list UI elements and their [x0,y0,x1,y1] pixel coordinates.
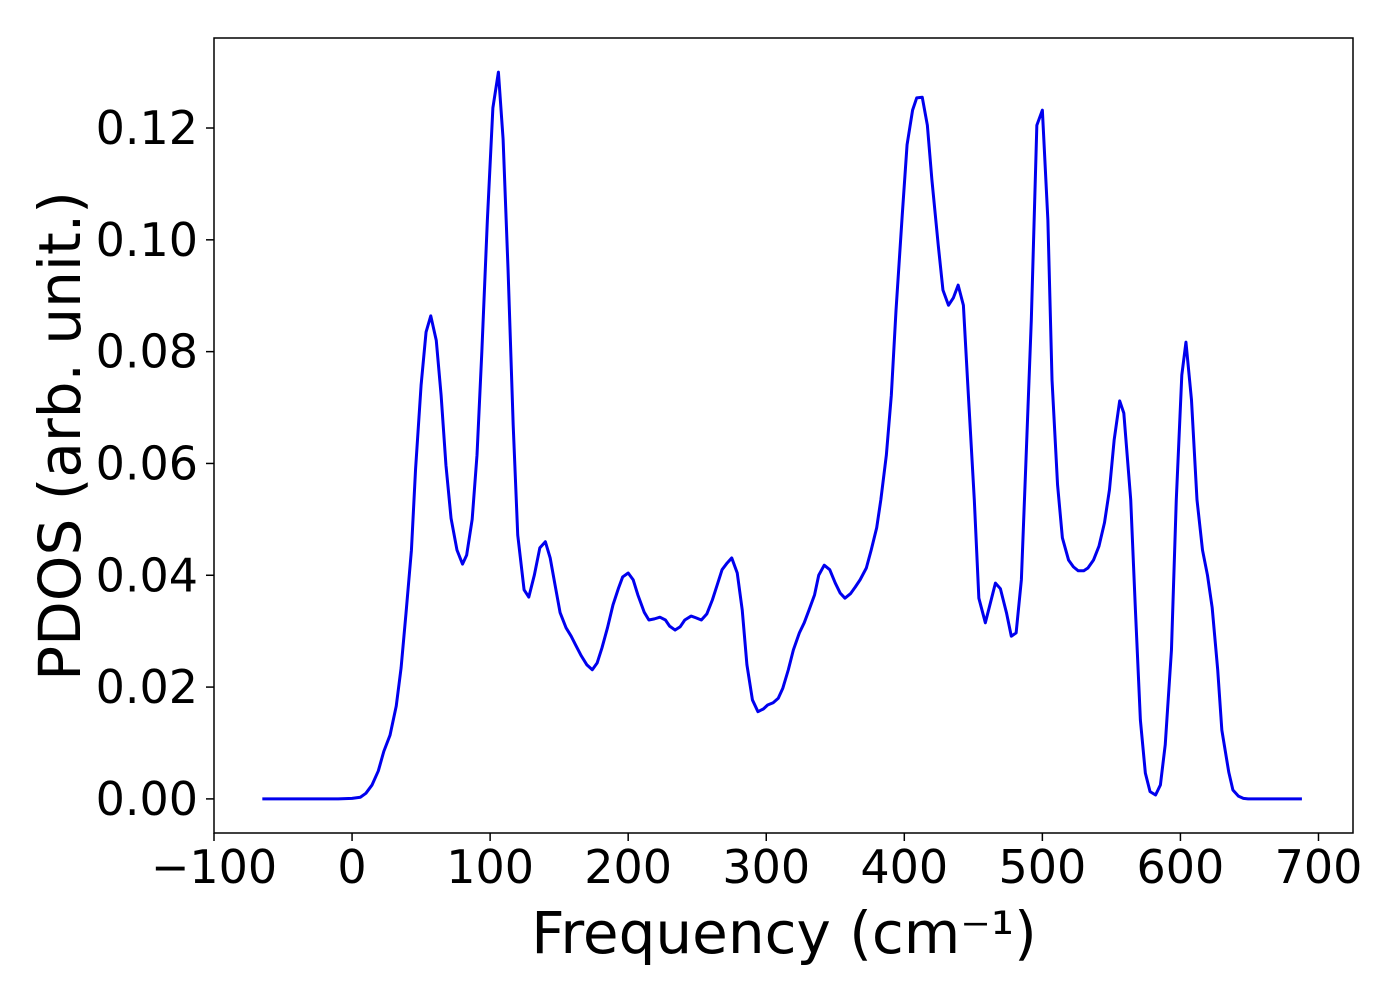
x-tick-label: 100 [446,840,534,894]
x-tick-label: 500 [998,840,1086,894]
y-tick-label: 0.12 [96,101,198,155]
y-tick-label: 0.00 [96,772,198,826]
x-axis-label: Frequency (cm⁻¹) [531,899,1037,967]
y-tick-label: 0.04 [96,548,198,602]
y-tick-label: 0.08 [96,325,198,379]
x-tick-label: 600 [1137,840,1225,894]
x-tick-label: 200 [584,840,672,894]
data-line [262,70,1302,801]
x-tick-label: 0 [337,840,366,894]
y-tick-label: 0.06 [96,436,198,490]
plot-frame [213,37,1354,834]
x-tick-label: 400 [860,840,948,894]
y-tick-label: 0.10 [96,213,198,267]
x-tick-label: 700 [1275,840,1363,894]
y-tick-label: 0.02 [96,660,198,714]
x-tick-label: 300 [722,840,810,894]
y-axis-label: PDOS (arb. unit.) [26,191,94,681]
x-tick-label: −100 [151,840,277,894]
